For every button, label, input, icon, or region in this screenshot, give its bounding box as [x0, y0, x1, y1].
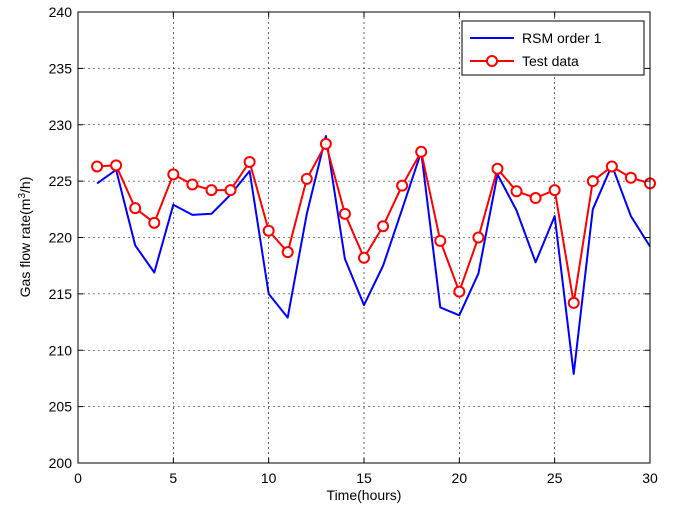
x-tick-label: 25	[547, 470, 563, 486]
data-point	[358, 251, 370, 264]
y-tick-label: 210	[49, 342, 73, 358]
grid-lines	[78, 12, 650, 463]
y-tick-label: 215	[49, 286, 73, 302]
data-point	[624, 171, 637, 184]
x-tick-label: 5	[169, 470, 177, 486]
data-point	[548, 184, 561, 197]
x-tick-label: 20	[452, 470, 468, 486]
data-point	[434, 234, 447, 247]
y-tick-label: 200	[49, 455, 73, 471]
data-point	[453, 285, 466, 298]
data-point	[186, 178, 199, 191]
data-point	[396, 179, 409, 192]
data-point	[319, 137, 332, 150]
data-point	[529, 192, 542, 205]
legend-label-test: Test data	[522, 53, 579, 69]
data-point	[338, 207, 351, 220]
y-tick-label: 225	[49, 173, 73, 189]
data-point	[91, 160, 104, 173]
data-point	[167, 168, 180, 181]
y-tick-label: 220	[49, 230, 73, 246]
data-point	[243, 155, 256, 168]
data-point	[415, 145, 428, 158]
y-tick-labels: 200 205 210 215 220 225 230 235 240	[49, 4, 73, 471]
data-point	[567, 296, 580, 309]
data-point	[472, 231, 485, 244]
series-line-0	[96, 135, 651, 375]
x-tick-label: 15	[356, 470, 372, 486]
data-point	[491, 162, 504, 175]
x-axis-label: Time(hours)	[327, 487, 402, 503]
x-tick-label: 30	[642, 470, 658, 486]
data-point	[586, 175, 599, 188]
x-tick-label: 0	[74, 470, 82, 486]
legend-label-rsm: RSM order 1	[522, 30, 602, 46]
legend: RSM order 1 Test data	[461, 20, 645, 76]
series-layer	[91, 135, 656, 375]
data-point	[605, 160, 618, 173]
y-tick-label: 230	[49, 117, 73, 133]
data-point	[262, 224, 275, 237]
y-tick-label: 205	[49, 399, 73, 415]
data-point	[110, 159, 123, 172]
data-point	[281, 246, 294, 259]
data-point	[224, 184, 237, 197]
data-point	[205, 184, 218, 197]
y-tick-label: 235	[49, 60, 73, 76]
data-point	[377, 220, 390, 233]
data-point	[129, 202, 142, 215]
legend-marker-test	[486, 55, 498, 67]
data-point	[510, 185, 523, 198]
axis-ticks	[77, 11, 651, 464]
x-tick-label: 10	[261, 470, 277, 486]
data-point	[148, 216, 161, 229]
y-tick-label: 240	[49, 4, 73, 20]
data-point	[300, 172, 313, 185]
x-tick-labels: 0 5 10 15 20 25 30	[74, 470, 658, 486]
y-axis-label: Gas flow rate(m3/h)	[17, 177, 33, 298]
